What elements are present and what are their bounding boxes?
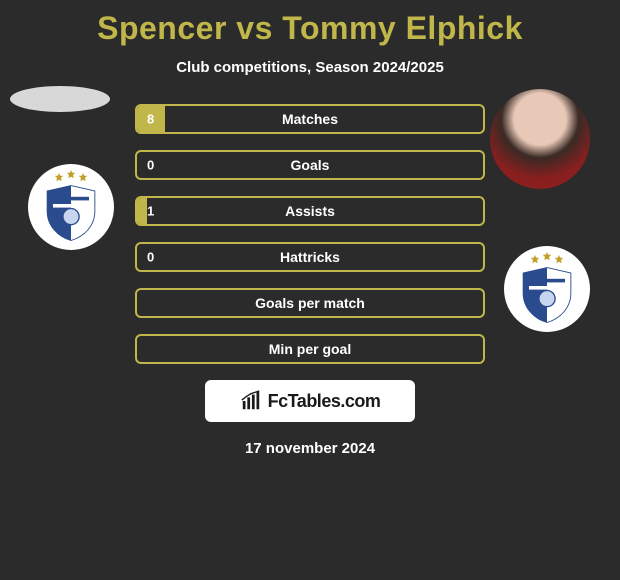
club-badge-right [504, 246, 590, 332]
page-title: Spencer vs Tommy Elphick [0, 0, 620, 47]
stat-row: 0 Hattricks [135, 242, 485, 272]
stat-bars: 8 Matches 0 Goals 1 Assists 0 Hattricks Goals pe… [135, 104, 485, 364]
date-label: 17 november 2024 [0, 440, 620, 457]
stat-label: Goals per match [255, 295, 365, 311]
shield-icon [44, 184, 98, 242]
stat-label: Hattricks [280, 249, 340, 265]
stat-value: 8 [147, 112, 154, 127]
stat-value: 1 [147, 204, 154, 219]
stat-bar-fill [137, 198, 147, 224]
comparison-panel: 8 Matches 0 Goals 1 Assists 0 Hattricks Goals pe… [0, 104, 620, 457]
shield-icon [520, 266, 574, 324]
stat-value: 0 [147, 250, 154, 265]
chart-icon [240, 390, 262, 412]
club-badge-left [28, 164, 114, 250]
stat-label: Matches [282, 111, 338, 127]
stat-row: Min per goal [135, 334, 485, 364]
stat-label: Min per goal [269, 341, 351, 357]
stat-label: Goals [291, 157, 330, 173]
player-right-avatar [490, 89, 590, 189]
stat-row: Goals per match [135, 288, 485, 318]
stat-row: 8 Matches [135, 104, 485, 134]
stat-value: 0 [147, 158, 154, 173]
badge-stars [54, 172, 88, 182]
subtitle: Club competitions, Season 2024/2025 [0, 59, 620, 76]
fctables-brand: FcTables.com [205, 380, 415, 422]
badge-stars [530, 254, 564, 264]
stat-row: 1 Assists [135, 196, 485, 226]
stat-label: Assists [285, 203, 335, 219]
fctables-label: FcTables.com [268, 391, 381, 412]
stat-row: 0 Goals [135, 150, 485, 180]
player-left-avatar [10, 86, 110, 112]
